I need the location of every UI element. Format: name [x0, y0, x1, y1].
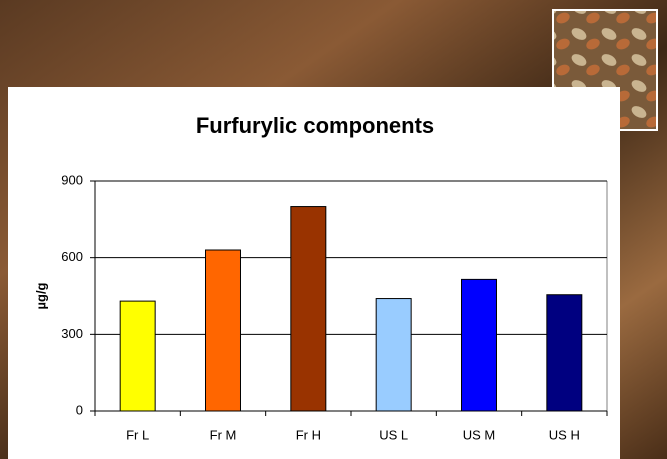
bar	[205, 249, 241, 412]
x-tick-label: Fr M	[210, 427, 237, 442]
y-tick-label: 900	[61, 172, 83, 187]
bar	[375, 298, 412, 412]
x-tick-label: US L	[379, 427, 408, 442]
chart-title: Furfurylic components	[196, 113, 434, 138]
x-tick-label: Fr L	[126, 427, 149, 442]
y-axis-label: µg/g	[33, 282, 48, 309]
bar	[119, 300, 156, 412]
y-tick-label: 0	[76, 402, 83, 417]
bar	[546, 294, 583, 412]
x-tick-label: Fr H	[296, 427, 321, 442]
y-tick-label: 300	[61, 326, 83, 341]
x-tick-label: US H	[549, 427, 580, 442]
x-tick-label: US M	[463, 427, 496, 442]
y-tick-label: 600	[61, 249, 83, 264]
bar	[461, 278, 497, 412]
bar	[290, 206, 327, 412]
